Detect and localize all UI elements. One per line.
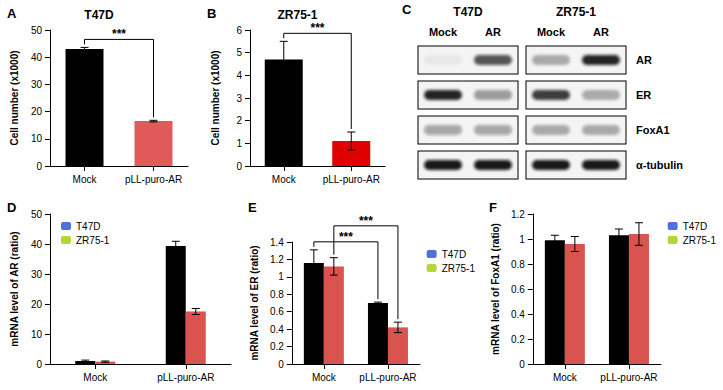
svg-text:pLL-puro-AR: pLL-puro-AR — [125, 174, 182, 185]
svg-text:T47D: T47D — [76, 221, 100, 232]
svg-text:Mock: Mock — [537, 26, 566, 38]
svg-text:AR: AR — [485, 26, 501, 38]
svg-text:Mock: Mock — [553, 372, 578, 383]
svg-text:50: 50 — [31, 209, 43, 220]
svg-text:mRNA level of AR (ratio): mRNA level of AR (ratio) — [9, 231, 20, 346]
svg-text:10: 10 — [31, 133, 43, 144]
svg-text:6: 6 — [236, 25, 242, 36]
svg-text:***: *** — [339, 230, 353, 244]
svg-text:1.4: 1.4 — [270, 237, 284, 248]
svg-text:pLL-puro-AR: pLL-puro-AR — [157, 372, 214, 383]
svg-text:40: 40 — [31, 239, 43, 250]
svg-text:1: 1 — [236, 138, 242, 149]
svg-text:FoxA1: FoxA1 — [636, 124, 670, 136]
svg-text:1.2: 1.2 — [270, 254, 284, 265]
svg-text:40: 40 — [31, 52, 43, 63]
svg-text:5: 5 — [236, 47, 242, 58]
svg-text:0: 0 — [36, 161, 42, 172]
svg-text:AR: AR — [593, 26, 609, 38]
svg-text:***: *** — [359, 214, 373, 228]
svg-text:ZR75-1: ZR75-1 — [277, 8, 317, 22]
svg-text:Cell number (x1000): Cell number (x1000) — [9, 50, 20, 145]
svg-text:0: 0 — [236, 161, 242, 172]
svg-text:C: C — [402, 2, 412, 17]
svg-text:0.4: 0.4 — [511, 309, 525, 320]
svg-text:0: 0 — [519, 359, 525, 370]
svg-text:30: 30 — [31, 269, 43, 280]
svg-text:T47D: T47D — [84, 8, 114, 22]
svg-text:0.6: 0.6 — [270, 306, 284, 317]
svg-text:***: *** — [112, 27, 126, 41]
svg-text:A: A — [7, 6, 17, 21]
svg-text:F: F — [489, 200, 497, 215]
svg-text:pLL-puro-AR: pLL-puro-AR — [600, 372, 657, 383]
svg-text:3: 3 — [236, 93, 242, 104]
svg-text:***: *** — [310, 21, 324, 35]
svg-text:ER: ER — [636, 89, 651, 101]
svg-text:B: B — [207, 6, 216, 21]
svg-text:4: 4 — [236, 70, 242, 81]
svg-text:E: E — [248, 200, 257, 215]
svg-text:mRNA level of FoxA1 (ratio): mRNA level of FoxA1 (ratio) — [490, 223, 501, 355]
svg-text:T47D: T47D — [442, 249, 466, 260]
svg-text:AR: AR — [636, 54, 652, 66]
svg-text:ZR75-1: ZR75-1 — [556, 5, 596, 19]
svg-text:pLL-puro-AR: pLL-puro-AR — [359, 372, 416, 383]
svg-text:2: 2 — [236, 115, 242, 126]
svg-text:Mock: Mock — [272, 174, 297, 185]
svg-text:Mock: Mock — [73, 174, 98, 185]
svg-text:0.6: 0.6 — [511, 284, 525, 295]
svg-text:T47D: T47D — [683, 221, 707, 232]
svg-text:ZR75-1: ZR75-1 — [76, 235, 110, 246]
svg-text:1.2: 1.2 — [511, 209, 525, 220]
svg-text:Mock: Mock — [429, 26, 458, 38]
svg-text:1: 1 — [278, 271, 284, 282]
svg-text:30: 30 — [31, 79, 43, 90]
svg-text:0: 0 — [36, 359, 42, 370]
svg-text:0.8: 0.8 — [270, 289, 284, 300]
svg-text:20: 20 — [31, 299, 43, 310]
svg-text:Mock: Mock — [83, 372, 108, 383]
svg-text:pLL-puro-AR: pLL-puro-AR — [323, 174, 380, 185]
svg-text:T47D: T47D — [453, 5, 483, 19]
svg-text:50: 50 — [31, 25, 43, 36]
svg-text:mRNA level of ER (ratio): mRNA level of ER (ratio) — [249, 245, 260, 360]
svg-text:α-tubulin: α-tubulin — [636, 159, 683, 171]
svg-text:0.2: 0.2 — [270, 341, 284, 352]
svg-text:0.8: 0.8 — [511, 259, 525, 270]
svg-text:D: D — [7, 200, 16, 215]
svg-text:ZR75-1: ZR75-1 — [683, 235, 717, 246]
svg-text:Cell number (x1000): Cell number (x1000) — [210, 50, 221, 145]
svg-text:1: 1 — [519, 234, 525, 245]
svg-text:0.4: 0.4 — [270, 324, 284, 335]
svg-text:20: 20 — [31, 106, 43, 117]
svg-text:0: 0 — [278, 359, 284, 370]
svg-text:0.2: 0.2 — [511, 334, 525, 345]
svg-text:10: 10 — [31, 329, 43, 340]
svg-text:ZR75-1: ZR75-1 — [442, 263, 476, 274]
svg-text:Mock: Mock — [312, 372, 337, 383]
